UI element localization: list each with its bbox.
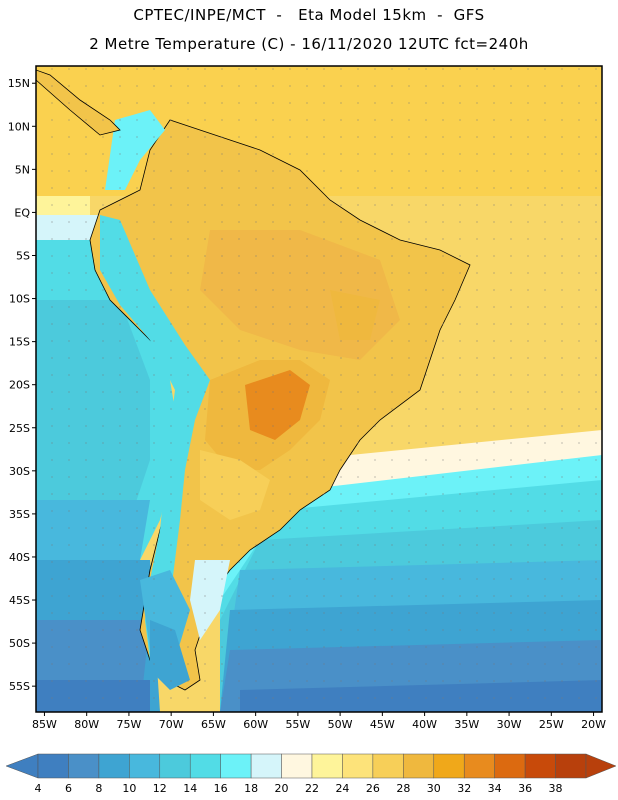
colorbar-segment bbox=[311, 753, 343, 779]
colorbar-segment bbox=[159, 753, 191, 779]
lat-tick-label: 40S bbox=[9, 551, 30, 564]
lat-tick-label: 5S bbox=[16, 249, 30, 262]
longitude-axis: 85W 80W 75W 70W 65W 60W 55W 50W 45W 40W 35W 30W 25W 2… bbox=[32, 712, 606, 731]
colorbar-label: 38 bbox=[549, 782, 563, 795]
map-title-line1: CPTEC/INPE/MCT - Eta Model 15km - GFS bbox=[133, 6, 485, 24]
lon-tick-label: 80W bbox=[74, 718, 99, 731]
lon-tick-label: 65W bbox=[201, 718, 226, 731]
colorbar-label: 36 bbox=[518, 782, 532, 795]
lon-tick-label: 30W bbox=[497, 718, 522, 731]
lon-tick-label: 45W bbox=[370, 718, 395, 731]
colorbar-max-arrow bbox=[585, 753, 617, 779]
lon-tick-label: 85W bbox=[32, 718, 57, 731]
colorbar-segment bbox=[129, 753, 161, 779]
colorbar-label: 32 bbox=[457, 782, 471, 795]
map-title-line2: 2 Metre Temperature (C) - 16/11/2020 12U… bbox=[89, 35, 529, 53]
lat-tick-label: 30S bbox=[9, 465, 30, 478]
lat-tick-label: 35S bbox=[9, 508, 30, 521]
colorbar-segment bbox=[342, 753, 374, 779]
colorbar-label: 10 bbox=[122, 782, 136, 795]
lon-tick-label: 55W bbox=[285, 718, 310, 731]
lon-tick-label: 25W bbox=[539, 718, 564, 731]
lat-tick-label: 45S bbox=[9, 594, 30, 607]
temperature-colorbar: 4 6 8 10 12 14 16 18 20 22 24 26 28 30 32 34 36 38 bbox=[5, 753, 617, 795]
colorbar-label: 28 bbox=[396, 782, 410, 795]
colorbar-segment bbox=[555, 753, 587, 779]
colorbar-label: 12 bbox=[153, 782, 167, 795]
lon-tick-label: 35W bbox=[454, 718, 479, 731]
colorbar-label: 26 bbox=[366, 782, 380, 795]
colorbar-label: 16 bbox=[214, 782, 228, 795]
colorbar-label: 18 bbox=[244, 782, 258, 795]
lat-tick-label: 20S bbox=[9, 379, 30, 392]
colorbar-label: 14 bbox=[183, 782, 197, 795]
colorbar-label: 20 bbox=[275, 782, 289, 795]
colorbar-min-arrow bbox=[5, 753, 39, 779]
colorbar-label: 30 bbox=[427, 782, 441, 795]
colorbar-label: 4 bbox=[35, 782, 42, 795]
lat-tick-label: 15S bbox=[9, 336, 30, 349]
colorbar-segment bbox=[494, 753, 526, 779]
colorbar-segment bbox=[372, 753, 404, 779]
lat-tick-label: 55S bbox=[9, 680, 30, 693]
colorbar-label: 34 bbox=[488, 782, 502, 795]
colorbar-segment bbox=[524, 753, 556, 779]
map-field bbox=[36, 66, 602, 712]
lat-tick-label: 15N bbox=[8, 77, 30, 90]
lat-tick-label: 5N bbox=[15, 163, 30, 176]
lat-tick-label: 10N bbox=[8, 120, 30, 133]
colorbar-segment bbox=[98, 753, 130, 779]
latitude-axis: 15N 10N 5N EQ 5S 10S 15S 20S 25S 30S 35S 40S 45S 50S 5… bbox=[8, 77, 36, 693]
lat-tick-label: 50S bbox=[9, 637, 30, 650]
colorbar-segment bbox=[463, 753, 495, 779]
colorbar-label: 22 bbox=[305, 782, 319, 795]
lat-tick-label: 25S bbox=[9, 422, 30, 435]
colorbar-segment bbox=[433, 753, 465, 779]
lon-tick-label: 20W bbox=[581, 718, 606, 731]
colorbar-segment bbox=[220, 753, 252, 779]
colorbar-label: 8 bbox=[95, 782, 102, 795]
map-frame bbox=[35, 65, 603, 713]
lat-tick-label: EQ bbox=[14, 206, 30, 219]
colorbar-segment bbox=[37, 753, 69, 779]
colorbar-segment bbox=[403, 753, 435, 779]
lon-tick-label: 75W bbox=[116, 718, 141, 731]
colorbar-label: 6 bbox=[65, 782, 72, 795]
colorbar-label: 24 bbox=[335, 782, 349, 795]
colorbar-segment bbox=[189, 753, 221, 779]
lon-tick-label: 50W bbox=[328, 718, 353, 731]
lon-tick-label: 70W bbox=[159, 718, 184, 731]
colorbar-segment bbox=[281, 753, 313, 779]
lon-tick-label: 60W bbox=[243, 718, 268, 731]
lat-tick-label: 10S bbox=[9, 293, 30, 306]
colorbar-segment bbox=[68, 753, 100, 779]
lon-tick-label: 40W bbox=[412, 718, 437, 731]
colorbar-segment bbox=[250, 753, 282, 779]
